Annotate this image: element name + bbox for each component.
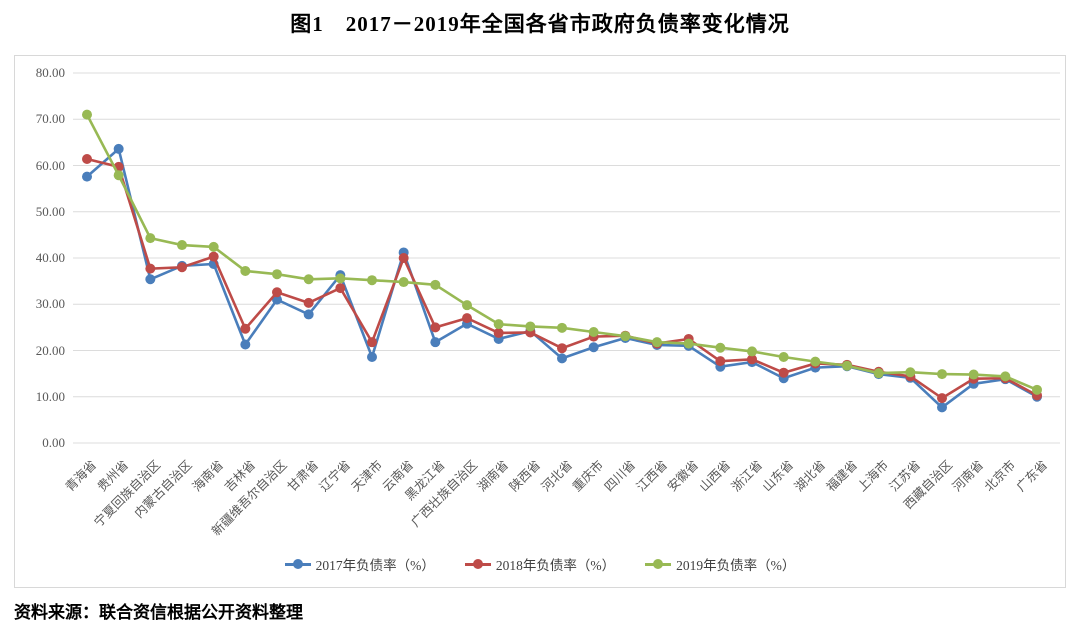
data-point (430, 279, 441, 290)
chart-title: 图1 2017－2019年全国各省市政府负债率变化情况 (290, 12, 790, 36)
data-point (747, 354, 758, 365)
data-point (557, 322, 568, 333)
data-point (557, 353, 568, 364)
data-point (652, 337, 663, 348)
y-axis-tick-label: 80.00 (35, 65, 65, 80)
legend-label: 2019年负债率（%） (676, 558, 796, 573)
data-point (810, 356, 821, 367)
data-point (398, 253, 409, 263)
legend-line-dot-icon (284, 559, 311, 570)
data-point (272, 269, 283, 280)
data-point (208, 251, 219, 262)
data-point (937, 402, 948, 413)
data-point (367, 337, 378, 348)
series-line-2017 (86, 146, 1038, 410)
data-point (82, 109, 92, 120)
data-point (715, 342, 726, 353)
data-point (113, 170, 124, 181)
data-point (462, 300, 473, 311)
data-point (303, 309, 314, 320)
y-axis-tick-label: 60.00 (35, 157, 65, 173)
data-point (240, 339, 251, 350)
data-point (367, 351, 378, 362)
data-point (208, 241, 219, 252)
legend-line-dot-icon (645, 559, 672, 570)
data-point (145, 233, 156, 244)
y-axis-tick-label: 40.00 (35, 250, 65, 265)
data-point (430, 322, 441, 333)
data-point (367, 275, 378, 286)
data-point (113, 143, 124, 154)
legend-item: 2019年负债率（%） (645, 554, 795, 574)
y-axis-tick-label: 0.00 (42, 435, 65, 450)
legend-item: 2018年负债率（%） (464, 554, 616, 574)
data-point (240, 323, 251, 334)
data-point (177, 262, 188, 273)
data-point (493, 327, 504, 338)
data-point (82, 171, 92, 182)
data-point (778, 351, 789, 362)
data-point (272, 287, 283, 298)
data-point (335, 283, 346, 294)
line-chart-svg (73, 72, 1060, 444)
data-point (303, 274, 314, 285)
data-point (873, 368, 884, 379)
data-point (240, 265, 251, 276)
data-point (272, 294, 283, 305)
chart-panel: 0.00 10.00 20.00 30.00 40.00 50.00 60.00 70.00 8… (14, 55, 1066, 588)
data-point (778, 367, 789, 378)
data-point (462, 313, 473, 324)
data-point (588, 342, 599, 353)
y-axis-tick-label: 50.00 (35, 203, 65, 219)
data-point (82, 154, 92, 165)
data-point (303, 297, 314, 308)
legend-label: 2017年负债率（%） (315, 558, 435, 573)
data-point (715, 356, 726, 367)
data-point (557, 343, 568, 354)
data-point (1032, 384, 1043, 395)
y-axis-tick-label: 30.00 (35, 296, 65, 312)
y-axis-tick-label: 70.00 (35, 111, 65, 127)
data-point (588, 327, 599, 337)
source-note: 资料来源：联合资信根据公开资料整理 (14, 603, 303, 622)
data-point (145, 263, 156, 274)
y-axis-tick-label: 20.00 (35, 342, 65, 358)
data-point (177, 240, 188, 251)
data-point (620, 331, 631, 342)
data-point (1000, 371, 1011, 382)
data-point (937, 369, 948, 380)
data-point (968, 369, 979, 380)
y-axis-tick-label: 10.00 (35, 388, 65, 404)
data-point (747, 346, 758, 357)
data-point (937, 393, 948, 404)
chart-legend: 2017年负债率（%） 2018年负债率（%） 2019年负债率（%） (15, 554, 1065, 574)
legend-line-dot-icon (464, 559, 491, 570)
data-point (430, 337, 441, 348)
data-point (398, 277, 409, 288)
data-point (493, 319, 504, 330)
data-point (145, 274, 156, 285)
legend-item: 2017年负债率（%） (284, 554, 435, 574)
data-point (842, 360, 853, 371)
data-point (335, 273, 346, 284)
data-point (683, 338, 694, 349)
legend-label: 2018年负债率（%） (495, 558, 616, 573)
data-point (525, 321, 536, 332)
data-point (905, 367, 916, 378)
